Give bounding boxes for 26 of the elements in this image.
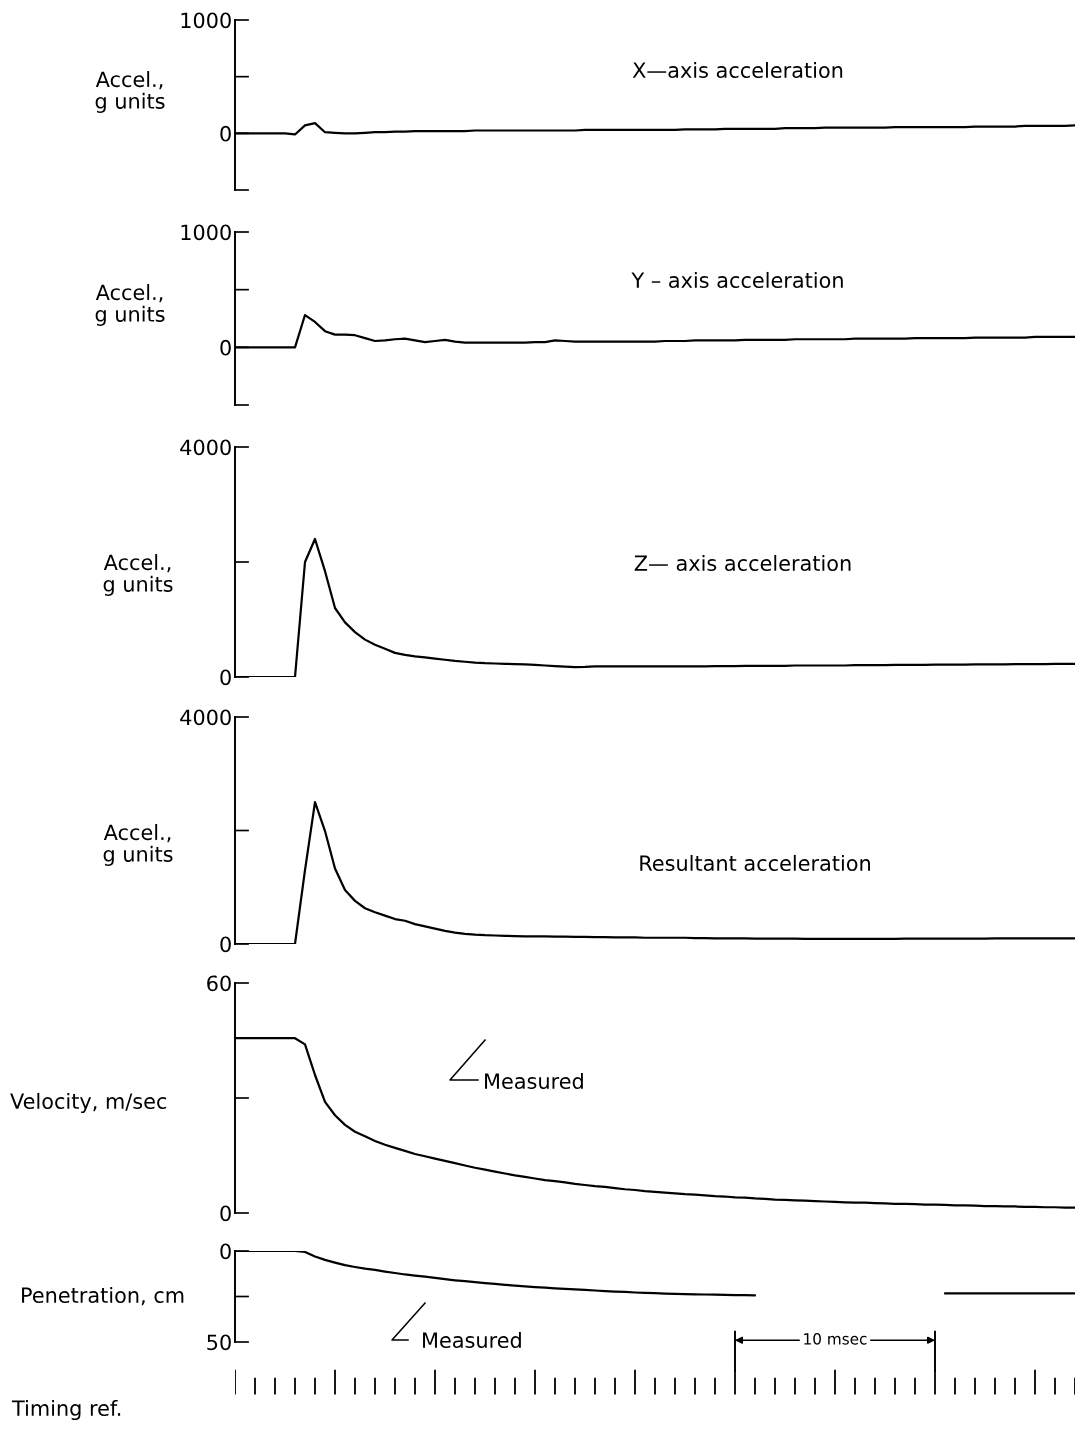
y-tick-label: 50: [207, 1334, 231, 1351]
y-axis-title: Accel., g units: [95, 71, 165, 113]
text: X—axis acceleration: [632, 61, 843, 79]
text: Z— axis acceleration: [634, 554, 851, 572]
y-axis-title: Accel., g units: [103, 554, 173, 596]
y-tick-label: 0: [220, 125, 231, 142]
annotation: 10 msec: [804, 1333, 867, 1345]
y-tick-label: 0: [220, 1205, 231, 1222]
y-tick-label: 0: [220, 1243, 231, 1260]
y-tick-label: 1000: [181, 224, 231, 241]
annotation: Measured: [485, 1072, 583, 1090]
y-tick-label: 0: [220, 669, 231, 686]
y-axis-title: Velocity, m/sec: [10, 1092, 167, 1114]
text: Resultant acceleration: [640, 854, 870, 872]
y-tick-label: 4000: [180, 439, 231, 456]
y-tick-label: 60: [207, 975, 231, 992]
text: Y – axis acceleration: [631, 271, 843, 289]
y-tick-label: 1000: [181, 12, 231, 29]
y-tick-label: 0: [220, 936, 231, 953]
y-axis-title: Accel., g units: [103, 824, 173, 866]
y-axis-title: Accel., g units: [95, 284, 165, 326]
y-tick-label: 0: [220, 339, 231, 356]
annotation: Measured: [423, 1331, 521, 1349]
text: Timing ref.: [11, 1399, 121, 1421]
y-tick-label: 4000: [180, 709, 231, 726]
y-axis-title: Penetration, cm: [22, 1286, 184, 1306]
